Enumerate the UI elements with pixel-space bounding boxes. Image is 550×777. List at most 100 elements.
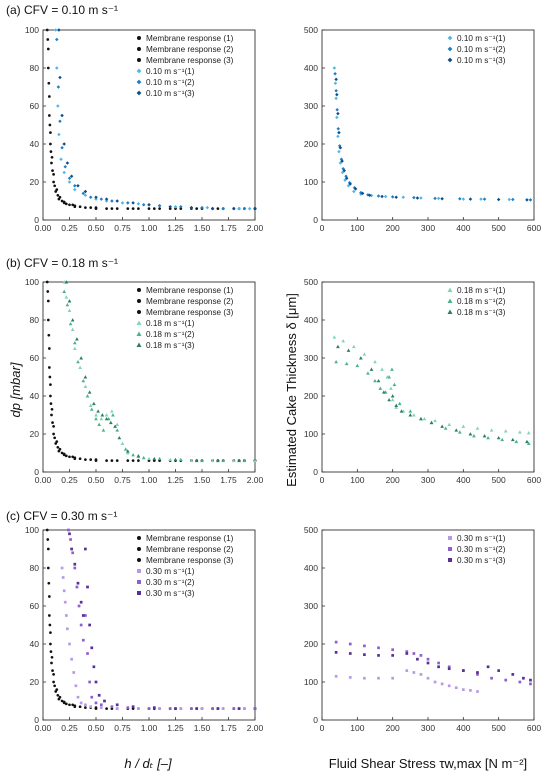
data-point: [52, 180, 55, 184]
cfv-series-3: [334, 77, 529, 202]
data-point: [49, 631, 52, 634]
data-point: [65, 302, 70, 307]
data-point: [253, 458, 257, 463]
data-point: [126, 706, 130, 709]
data-point: [378, 386, 383, 390]
data-point: [89, 458, 93, 461]
data-point: [94, 413, 98, 417]
data-point: [70, 547, 73, 551]
data-point: [389, 386, 393, 390]
x-tick-label: 0.50: [88, 723, 105, 733]
data-point: [99, 197, 104, 201]
legend-entry: 0.18 m s⁻¹(1): [146, 319, 195, 328]
data-point: [105, 207, 108, 210]
data-point: [110, 459, 114, 462]
legend-entry: 0.18 m s⁻¹(3): [457, 308, 506, 317]
data-point: [64, 280, 69, 284]
data-point: [216, 707, 220, 710]
data-point: [173, 204, 178, 209]
legend-marker: [448, 536, 452, 540]
x-tick-label: 0: [320, 223, 325, 233]
data-point: [147, 203, 151, 207]
data-point: [73, 456, 77, 460]
data-point: [48, 595, 51, 598]
data-point: [50, 161, 53, 165]
x-tick-label: 1.75: [220, 223, 237, 233]
x-tick-label: 400: [456, 723, 470, 733]
data-point: [440, 424, 444, 428]
data-point: [79, 600, 83, 604]
data-point: [489, 428, 494, 432]
data-point: [90, 646, 94, 650]
x-tick-label: 0.75: [114, 723, 131, 733]
data-point: [84, 547, 87, 551]
data-point: [363, 676, 366, 680]
data-point: [426, 661, 430, 665]
legend-marker: [447, 57, 453, 63]
data-point: [61, 576, 65, 579]
data-point: [92, 665, 96, 669]
data-point: [337, 149, 341, 154]
data-point: [104, 197, 109, 201]
data-point: [440, 682, 444, 686]
legend-marker: [137, 580, 141, 584]
data-point: [49, 650, 53, 653]
data-point: [334, 96, 338, 101]
data-point: [381, 390, 386, 394]
data-point: [117, 435, 122, 440]
data-point: [62, 589, 66, 593]
data-point: [168, 457, 173, 462]
legend-entry: Membrane response (1): [146, 534, 234, 543]
cfv-series-1: [60, 566, 246, 710]
data-point: [468, 432, 473, 436]
data-point: [72, 340, 77, 345]
data-point: [62, 142, 66, 146]
legend-marker: [137, 58, 141, 62]
data-point: [174, 207, 177, 210]
legend-marker: [137, 558, 141, 562]
data-point: [72, 346, 77, 350]
data-point: [380, 367, 384, 371]
data-point: [58, 75, 62, 80]
x-tick-label: 1.25: [167, 723, 184, 733]
data-point: [507, 197, 512, 202]
data-point: [443, 426, 448, 430]
data-point: [479, 197, 483, 201]
x-tick-label: 1.00: [141, 723, 158, 733]
data-point: [49, 383, 52, 386]
data-point: [415, 196, 420, 200]
data-point: [454, 686, 458, 690]
data-point: [92, 401, 96, 406]
x-tick-label: 600: [527, 723, 541, 733]
legend-entry: Membrane response (3): [146, 308, 234, 317]
data-point: [49, 150, 53, 153]
data-point: [110, 409, 114, 413]
data-point: [352, 189, 356, 194]
legend-entry: 0.10 m s⁻¹(3): [457, 56, 506, 65]
y-tick-label: 40: [30, 139, 40, 149]
data-point: [437, 661, 440, 665]
data-point: [242, 458, 247, 463]
panel-b-right: 0 100 200 300 400 500 600 0 100 200 300 400 500 0.18 …: [304, 277, 542, 485]
data-point: [60, 566, 64, 570]
data-point: [115, 207, 119, 210]
data-point: [46, 538, 50, 541]
y-tick-label: 0: [34, 715, 39, 725]
data-point: [526, 431, 531, 435]
data-point: [64, 454, 68, 458]
data-point: [88, 195, 93, 199]
data-point: [168, 707, 172, 710]
data-point: [50, 661, 53, 665]
y-tick-label: 100: [25, 277, 39, 287]
data-point: [461, 197, 466, 201]
data-point: [52, 432, 55, 436]
data-point: [525, 198, 529, 202]
legend-entry: Membrane response (1): [146, 34, 234, 43]
data-point: [336, 134, 340, 139]
data-point: [68, 703, 71, 707]
data-point: [377, 646, 380, 650]
data-point: [363, 644, 366, 648]
data-point: [436, 196, 441, 201]
data-point: [68, 203, 71, 207]
